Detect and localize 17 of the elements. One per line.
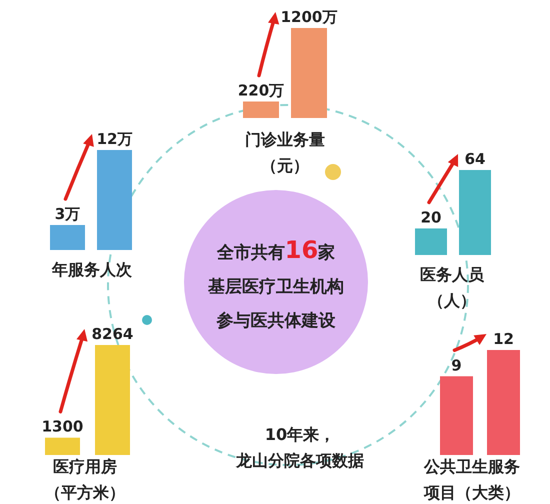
text: 10年来，龙山分院各项数据 [235, 425, 364, 470]
x-axis-title: 公共卫生服务项目（大类） [423, 457, 520, 502]
data-label: 64 [464, 150, 486, 168]
x-axis-title: 门诊业务量（元） [245, 130, 325, 175]
x-axis-title: 年服务人次 [51, 260, 133, 279]
data-label: 20 [420, 208, 442, 226]
data-label: 220万 [238, 82, 284, 100]
data-label: 1200万 [280, 8, 338, 26]
text: 全市共有16家基层医疗卫生机构参与医共体建设 [207, 236, 344, 331]
data-label: 3万 [54, 205, 80, 223]
data-label: 9 [451, 356, 462, 374]
data-label: 12 [493, 330, 514, 348]
x-axis-title: 医疗用房（平方米） [45, 457, 125, 502]
data-label: 1300 [42, 418, 84, 436]
data-label: 12万 [96, 130, 132, 148]
data-label: 8264 [92, 325, 134, 343]
x-axis-title: 医务人员（人） [420, 265, 485, 310]
